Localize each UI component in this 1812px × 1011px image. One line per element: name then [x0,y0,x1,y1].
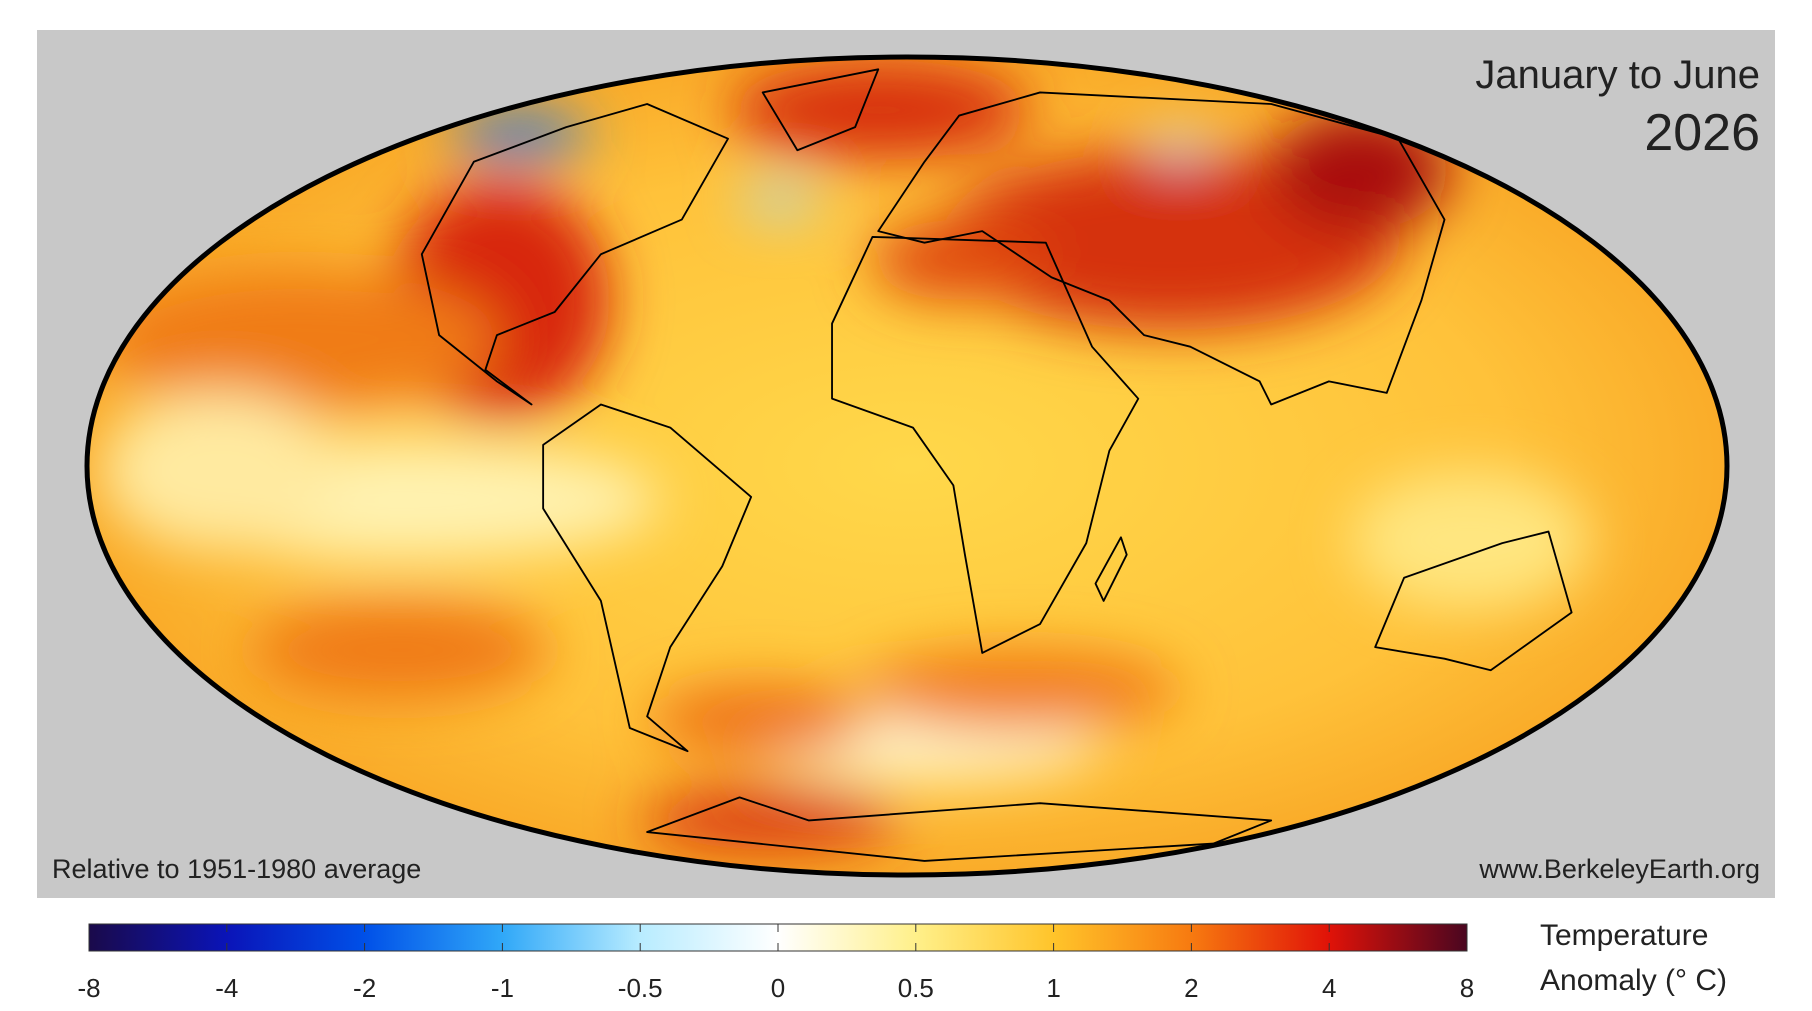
coastlines [420,68,1573,862]
colorbar-label: Temperature [1540,919,1708,952]
colorbar-tick-label: -1 [491,973,514,1003]
colorbar-tick-label: 2 [1184,973,1198,1003]
coast-eurasia [877,91,1446,406]
coast-africa [831,235,1140,654]
coast-greenland [761,68,880,152]
source-note: www.BerkeleyEarth.org [1478,854,1760,884]
colorbar-tick-label: -0.5 [618,973,663,1003]
coast-south-america [542,403,753,753]
anomaly-field [87,57,1727,875]
colorbar: -8 -4 -2 -1 -0.5 0 0.5 1 2 4 8 [77,923,1474,1003]
colorbar-label: Anomaly (° C) [1540,964,1727,997]
baseline-note: Relative to 1951-1980 average [52,854,421,884]
colorbar-tick-label: 0 [771,973,785,1003]
globe-outline [84,54,1730,878]
colorbar-tick-label: -2 [353,973,376,1003]
coast-antarctica [646,796,1273,862]
colorbar-tick-label: 0.5 [898,973,934,1003]
coast-north-america [420,103,729,406]
map-year: 2026 [1644,104,1760,162]
coast-australia [1374,530,1573,672]
map-title: January to June [1475,53,1760,97]
colorbar-tick-label: 1 [1046,973,1060,1003]
colorbar-tick-label: 8 [1460,973,1474,1003]
colorbar-tick-label: 4 [1322,973,1336,1003]
colorbar-tick-label: -8 [77,973,100,1003]
colorbar-tick-label: -4 [215,973,238,1003]
coast-madagascar [1094,536,1128,602]
